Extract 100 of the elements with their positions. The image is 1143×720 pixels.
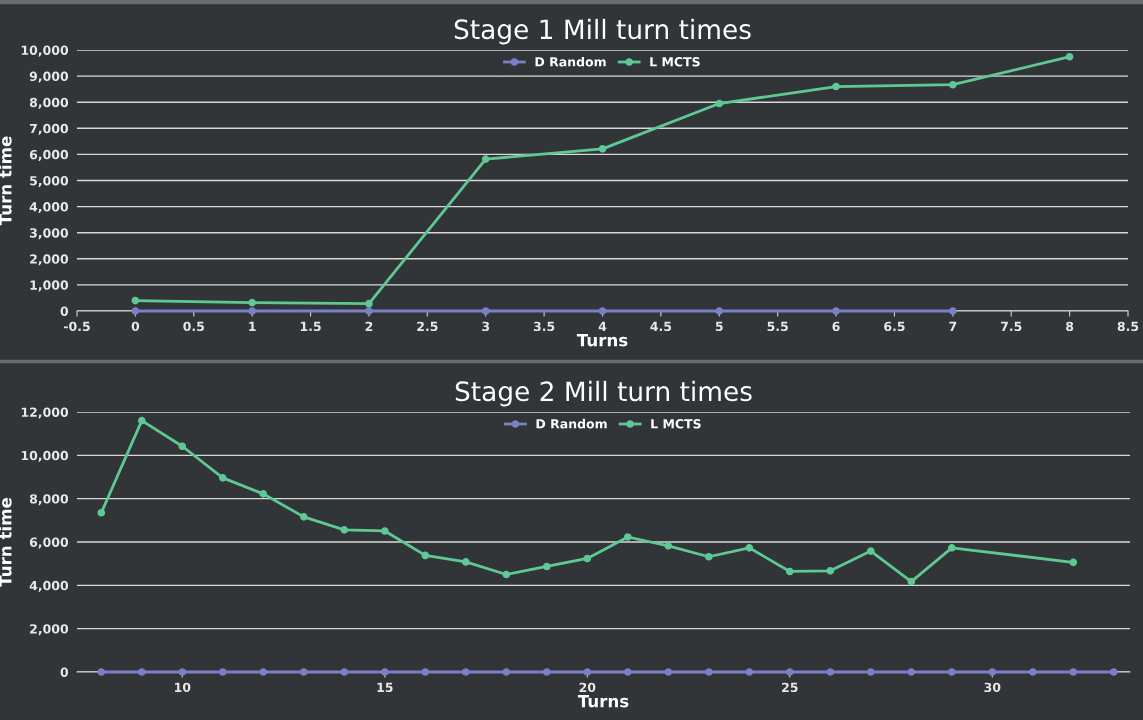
point <box>947 668 956 676</box>
point <box>664 668 673 676</box>
point <box>421 668 430 676</box>
point <box>947 544 956 552</box>
point <box>137 668 146 676</box>
x-tick-label: 3.5 <box>533 321 555 332</box>
x-tick-label: 8 <box>1066 321 1074 332</box>
point <box>832 82 840 91</box>
y-tick-label: 1,000 <box>30 280 69 292</box>
legend-label: D Random <box>535 56 606 67</box>
x-tick-label: 2 <box>365 321 373 331</box>
point <box>1065 52 1074 61</box>
y-tick-label: 4,000 <box>29 580 69 592</box>
y-tick-label: 2,000 <box>30 624 69 636</box>
point <box>97 668 106 676</box>
x-tick-label: 1 <box>249 321 256 331</box>
point <box>461 668 470 676</box>
point <box>340 526 349 534</box>
x-tick-label: 20 <box>579 682 596 693</box>
point <box>248 298 256 307</box>
point <box>218 474 227 482</box>
point <box>583 554 592 563</box>
y-tick-label: 7,000 <box>29 123 69 135</box>
point <box>137 416 146 425</box>
point <box>704 552 713 561</box>
x-tick-label: 4.5 <box>650 321 672 332</box>
chart-title: Stage 1 Mill turn times <box>454 18 751 45</box>
point <box>715 307 724 315</box>
y-tick-label: 8,000 <box>29 97 69 109</box>
point <box>826 566 835 575</box>
point <box>866 547 875 555</box>
point <box>1109 668 1118 676</box>
y-tick-label: 0 <box>60 306 69 316</box>
point <box>949 80 957 89</box>
point <box>715 99 724 108</box>
x-tick-label: 7.5 <box>1000 321 1022 332</box>
x-tick-label: 0 <box>131 321 140 332</box>
x-tick-label: 8.5 <box>1117 321 1139 332</box>
y-tick-label: 3,000 <box>29 228 69 240</box>
y-tick-label: 9,000 <box>29 71 69 83</box>
y-tick-label: 4,000 <box>29 202 69 214</box>
point <box>259 668 268 676</box>
x-tick-label: 6 <box>832 321 840 332</box>
y-tick-label: 12,000 <box>21 407 69 419</box>
point <box>785 567 794 576</box>
y-tick-label: 5,000 <box>30 175 69 188</box>
point <box>131 296 140 305</box>
point <box>1028 668 1037 676</box>
legend-label: L MCTS <box>650 57 700 67</box>
x-axis-title: Turns <box>577 695 629 708</box>
chart-title: Stage 2 Mill turn times <box>455 380 752 407</box>
point <box>583 668 592 676</box>
x-tick-label: 5.5 <box>767 321 788 332</box>
point <box>598 145 607 153</box>
point <box>502 570 511 579</box>
y-tick-label: 0 <box>60 667 69 677</box>
point <box>461 558 470 566</box>
point <box>259 490 268 498</box>
x-tick-label: 10 <box>175 682 191 693</box>
point <box>542 668 551 676</box>
x-tick-label: 4 <box>598 321 607 331</box>
point <box>178 442 187 451</box>
point <box>421 551 430 560</box>
point <box>826 668 835 676</box>
point <box>866 668 875 676</box>
point <box>340 668 349 676</box>
point <box>907 668 916 676</box>
y-tick-label: 6,000 <box>29 149 69 161</box>
x-tick-label: 1.5 <box>300 321 321 332</box>
point <box>704 668 713 676</box>
point <box>380 527 389 535</box>
point <box>178 668 187 676</box>
point <box>1069 668 1078 676</box>
point <box>907 577 916 586</box>
legend-label: D Random <box>536 418 607 429</box>
point <box>299 513 308 521</box>
point <box>380 668 389 676</box>
y-tick-label: 10,000 <box>21 450 69 462</box>
point <box>623 668 632 676</box>
point <box>785 668 794 676</box>
point <box>502 668 511 676</box>
y-tick-label: 10,000 <box>21 45 69 57</box>
x-tick-label: 3 <box>482 321 490 332</box>
y-tick-label: 8,000 <box>29 494 69 506</box>
point <box>745 668 754 676</box>
legend-label: L MCTS <box>651 419 701 429</box>
point <box>745 544 754 552</box>
x-tick-label: 15 <box>377 682 393 693</box>
x-tick-label: 2.5 <box>417 321 438 332</box>
point <box>542 562 551 571</box>
point <box>481 155 490 163</box>
x-tick-label: -0.5 <box>64 321 90 332</box>
point <box>365 299 373 308</box>
point <box>623 533 632 541</box>
y-tick-label: 6,000 <box>29 537 69 549</box>
y-tick-label: 2,000 <box>30 254 69 266</box>
point <box>299 668 308 676</box>
x-tick-label: 5 <box>715 321 723 332</box>
x-tick-label: 30 <box>984 682 1001 693</box>
point <box>664 542 673 550</box>
